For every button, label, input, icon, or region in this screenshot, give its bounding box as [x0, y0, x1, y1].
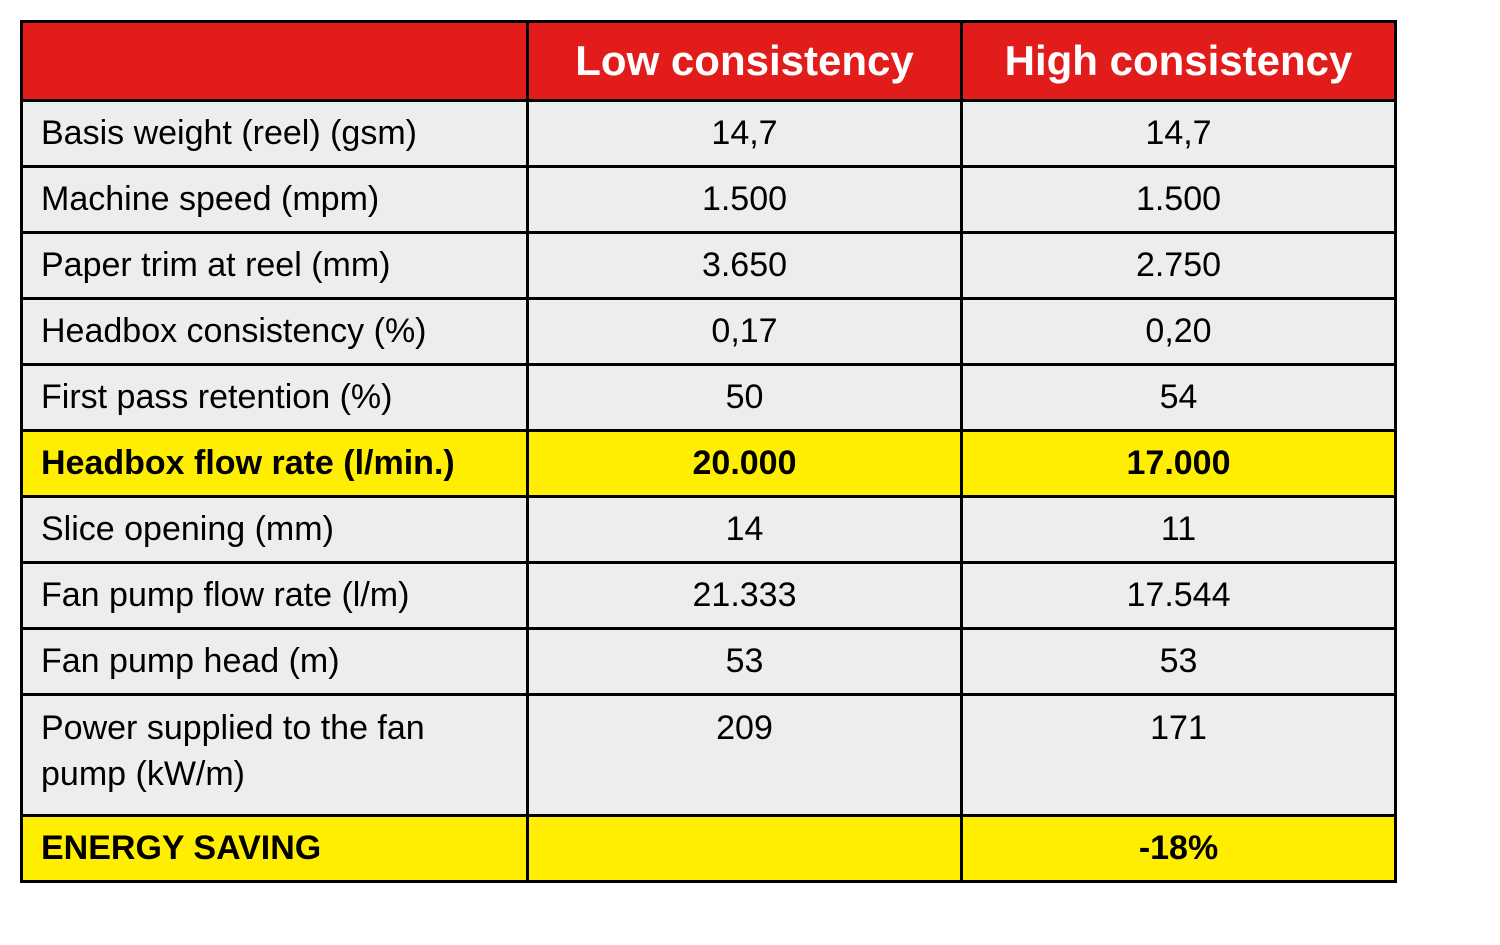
- row-label: Fan pump flow rate (l/m): [22, 563, 528, 629]
- row-label: First pass retention (%): [22, 365, 528, 431]
- row-value-low: 53: [528, 629, 962, 695]
- row-value-high: -18%: [962, 816, 1396, 882]
- row-value-high: 11: [962, 497, 1396, 563]
- header-low: Low consistency: [528, 22, 962, 101]
- row-label: ENERGY SAVING: [22, 816, 528, 882]
- table-row: Fan pump head (m)5353: [22, 629, 1396, 695]
- row-label: Slice opening (mm): [22, 497, 528, 563]
- table-row: Headbox flow rate (l/min.)20.00017.000: [22, 431, 1396, 497]
- row-value-low: 209: [528, 695, 962, 816]
- header-high: High consistency: [962, 22, 1396, 101]
- row-value-low: [528, 816, 962, 882]
- row-label: Paper trim at reel (mm): [22, 233, 528, 299]
- table-row: ENERGY SAVING -18%: [22, 816, 1396, 882]
- table-row: Machine speed (mpm)1.5001.500: [22, 167, 1396, 233]
- row-value-high: 17.544: [962, 563, 1396, 629]
- row-label: Headbox flow rate (l/min.): [22, 431, 528, 497]
- row-value-high: 54: [962, 365, 1396, 431]
- table-row: Basis weight (reel) (gsm)14,714,7: [22, 101, 1396, 167]
- table-header-row: Low consistency High consistency: [22, 22, 1396, 101]
- row-value-low: 3.650: [528, 233, 962, 299]
- row-value-high: 1.500: [962, 167, 1396, 233]
- row-value-low: 20.000: [528, 431, 962, 497]
- row-value-high: 14,7: [962, 101, 1396, 167]
- row-value-low: 1.500: [528, 167, 962, 233]
- row-label: Fan pump head (m): [22, 629, 528, 695]
- table-row: Power supplied to the fan pump (kW/m)209…: [22, 695, 1396, 816]
- row-value-high: 0,20: [962, 299, 1396, 365]
- row-value-low: 0,17: [528, 299, 962, 365]
- row-value-high: 171: [962, 695, 1396, 816]
- row-value-low: 14: [528, 497, 962, 563]
- row-label: Headbox consistency (%): [22, 299, 528, 365]
- table-row: Slice opening (mm)1411: [22, 497, 1396, 563]
- table-row: First pass retention (%)5054: [22, 365, 1396, 431]
- row-label: Basis weight (reel) (gsm): [22, 101, 528, 167]
- table-row: Headbox consistency (%)0,170,20: [22, 299, 1396, 365]
- row-label: Machine speed (mpm): [22, 167, 528, 233]
- row-value-high: 53: [962, 629, 1396, 695]
- table-row: Fan pump flow rate (l/m)21.33317.544: [22, 563, 1396, 629]
- header-blank: [22, 22, 528, 101]
- row-value-low: 50: [528, 365, 962, 431]
- row-value-low: 21.333: [528, 563, 962, 629]
- table-body: Basis weight (reel) (gsm)14,714,7Machine…: [22, 101, 1396, 882]
- row-value-high: 17.000: [962, 431, 1396, 497]
- table-row: Paper trim at reel (mm)3.6502.750: [22, 233, 1396, 299]
- row-value-high: 2.750: [962, 233, 1396, 299]
- comparison-table: Low consistency High consistency Basis w…: [20, 20, 1397, 883]
- row-label: Power supplied to the fan pump (kW/m): [22, 695, 528, 816]
- row-value-low: 14,7: [528, 101, 962, 167]
